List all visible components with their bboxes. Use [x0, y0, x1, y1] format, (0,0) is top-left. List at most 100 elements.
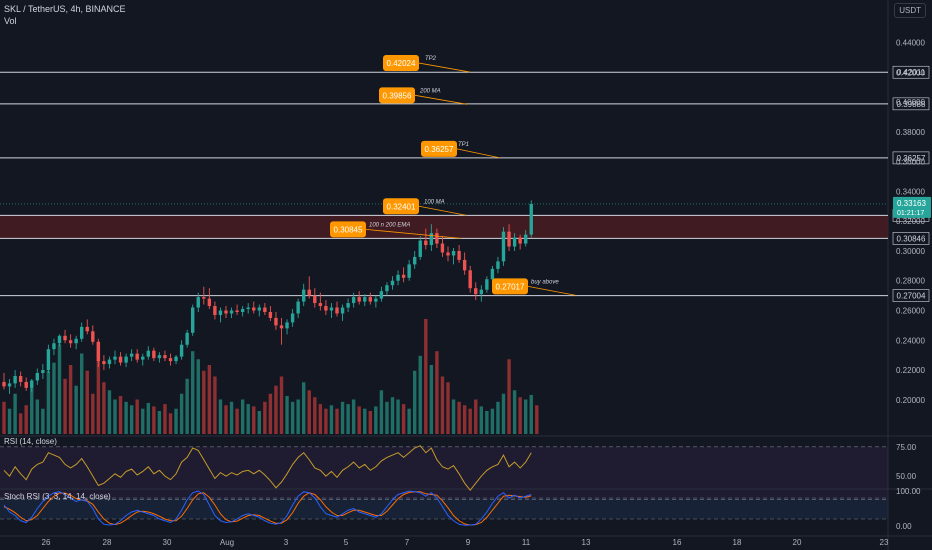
volume-bar: [96, 342, 101, 434]
volume-bar: [85, 370, 89, 434]
candle-body: [413, 256, 417, 265]
candle-body: [196, 297, 200, 308]
candle-body: [462, 259, 467, 271]
level-price-label: 0.27004: [897, 292, 926, 301]
candle-body: [357, 297, 361, 302]
stoch-tick-label: 100.00: [896, 487, 921, 496]
annotation-text: buy above: [531, 279, 559, 285]
currency-button[interactable]: USDT: [894, 3, 926, 18]
volume-bar: [329, 405, 334, 434]
volume-bar: [274, 385, 278, 434]
candle-body: [529, 203, 533, 235]
candle-body: [468, 270, 472, 289]
candle-body: [329, 307, 334, 311]
candle-body: [185, 332, 189, 345]
time-tick-label: 28: [103, 538, 112, 547]
candle-body: [363, 297, 367, 302]
volume-bar: [368, 411, 372, 434]
volume-bar: [313, 397, 317, 434]
level-price-label: 0.42011: [897, 68, 926, 77]
price-tick-label: 0.34000: [896, 187, 925, 196]
candle-body: [318, 303, 323, 307]
candle-body: [435, 233, 439, 244]
candle-body: [518, 237, 522, 244]
candle-body: [7, 383, 12, 387]
volume-bar: [68, 365, 73, 434]
candle-body: [141, 356, 145, 360]
level-price-label: 0.39888: [897, 100, 926, 109]
time-tick-label: 11: [522, 538, 531, 547]
candle-body: [368, 297, 372, 302]
candle-body: [507, 231, 511, 247]
candle-body: [179, 344, 184, 357]
volume-bar: [30, 388, 34, 434]
candle-body: [224, 310, 228, 314]
candle-body: [46, 349, 51, 371]
candle-body: [30, 380, 34, 388]
price-tick-label: 0.28000: [896, 277, 925, 286]
candle-body: [91, 331, 95, 342]
volume-bar: [129, 405, 134, 434]
annotation-box: [383, 198, 419, 215]
candle-body: [302, 289, 306, 302]
volume-bar: [285, 396, 289, 434]
candle-body: [240, 309, 245, 312]
price-tick-label: 0.44000: [896, 39, 925, 48]
annotation-text: 100 n 200 EMA: [369, 222, 410, 228]
candle-body: [135, 353, 139, 360]
level-price-badge: [892, 232, 930, 245]
volume-bar: [379, 390, 384, 434]
annotation-box: [421, 140, 457, 157]
candle-body: [35, 373, 39, 381]
volume-bar: [113, 399, 117, 434]
candle-body: [152, 350, 156, 359]
candle-body: [263, 307, 267, 312]
volume-bar: [390, 397, 395, 434]
annotation-value: 0.30845: [334, 225, 363, 234]
stoch-d-line: [3, 491, 532, 526]
volume-bar: [174, 408, 178, 434]
last-price-label: 0.33163: [897, 199, 926, 208]
volume-bar: [290, 401, 295, 434]
candle-body: [501, 231, 506, 262]
price-tick-label: 0.26000: [896, 307, 925, 316]
candle-body: [296, 301, 300, 314]
time-tick-label: 13: [582, 538, 591, 547]
candle-body: [351, 297, 356, 304]
candle-body: [102, 361, 106, 365]
volume-bar: [224, 405, 228, 434]
candle-body: [496, 261, 500, 269]
volume-bar: [518, 397, 522, 434]
annotation-box: [383, 55, 419, 72]
volume-bar: [307, 390, 311, 434]
annotation-text: 100 MA: [424, 199, 445, 205]
time-tick-label: 30: [163, 538, 172, 547]
volume-bar: [202, 370, 206, 434]
volume-bar: [429, 365, 434, 434]
volume-bar: [363, 408, 367, 434]
volume-bar: [496, 401, 500, 434]
candle-body: [191, 307, 195, 333]
volume-bar: [385, 401, 389, 434]
price-tick-label: 0.40000: [896, 98, 925, 107]
candle-body: [229, 310, 234, 314]
volume-bar: [357, 406, 361, 434]
volume-bar: [57, 344, 62, 434]
volume-bar: [374, 406, 378, 434]
candle-body: [57, 335, 62, 344]
volume-bar: [524, 399, 528, 434]
candle-body: [429, 233, 434, 246]
volume-bar: [118, 396, 123, 434]
volume-bar: [529, 394, 533, 434]
volume-bar: [346, 404, 350, 434]
price-tick-label: 0.42000: [896, 68, 925, 77]
level-price-label: 0.30846: [897, 234, 926, 243]
volume-bar: [418, 355, 422, 434]
volume-bar: [146, 402, 150, 434]
volume-bar: [435, 351, 439, 434]
volume-bar: [440, 376, 445, 434]
candle-body: [385, 285, 389, 292]
volume-bar: [24, 405, 28, 434]
volume-bar: [235, 408, 239, 434]
